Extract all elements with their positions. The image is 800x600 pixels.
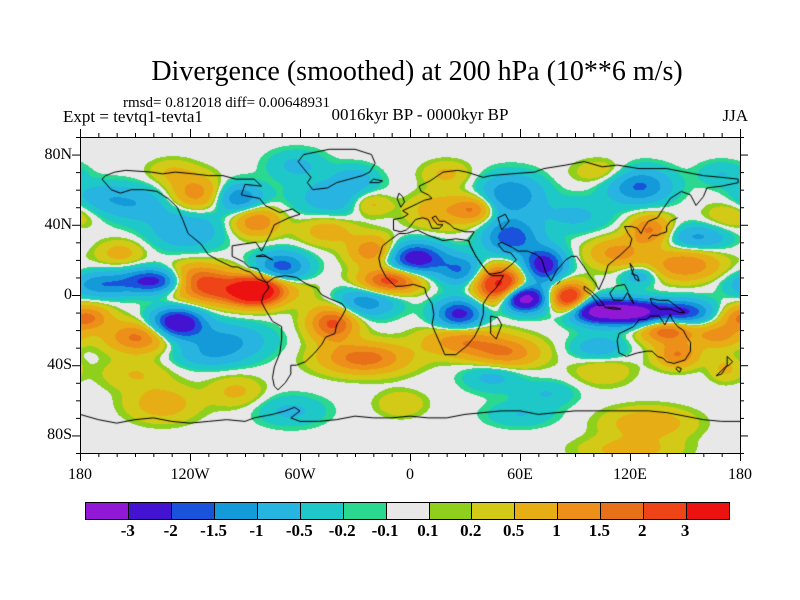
- colorbar-tick-label: 1.5: [588, 521, 611, 540]
- colorbar-segment: [471, 503, 515, 519]
- y-axis-tick-label: 40N: [44, 215, 72, 233]
- season-label: JJA: [722, 106, 748, 125]
- colorbar-segment: [213, 503, 257, 519]
- colorbar-tick-label: -0.2: [328, 521, 356, 540]
- x-axis-tick-label: 180: [728, 466, 752, 483]
- colorbar-tick-label: 2: [638, 521, 647, 540]
- y-axis-tick-label: 80N: [44, 145, 72, 163]
- colorbar-segment: [643, 503, 687, 519]
- colorbar-segment: [385, 503, 429, 519]
- x-axis-tick-label: 180: [68, 466, 92, 483]
- colorbar-segment: [557, 503, 601, 519]
- x-axis-tick-label: 0: [406, 466, 414, 483]
- colorbar-segment: [86, 503, 128, 519]
- colorbar-segment: [342, 503, 386, 519]
- colorbar-tick-label: -0.1: [371, 521, 399, 540]
- x-axis-tick-label: 120W: [170, 466, 210, 483]
- period-label: 0016kyr BP - 0000kyr BP: [331, 105, 509, 124]
- colorbar: [85, 502, 730, 520]
- y-axis-tick-label: 40S: [47, 356, 72, 374]
- colorbar-tick-label: 3: [680, 521, 690, 540]
- colorbar-tick-label: -0.5: [285, 521, 313, 540]
- colorbar-tick-label: -1: [249, 521, 264, 540]
- x-axis-tick-label: 60E: [507, 466, 533, 483]
- chart-title: Divergence (smoothed) at 200 hPa (10**6 …: [151, 56, 683, 87]
- experiment-label: Expt = tevtq1-tevta1: [63, 107, 203, 126]
- rmsd-diff-stats: rmsd= 0.812018 diff= 0.00648931: [123, 95, 331, 111]
- colorbar-tick-label: 0.1: [417, 521, 439, 540]
- colorbar-segment: [127, 503, 171, 519]
- colorbar-segment: [428, 503, 472, 519]
- colorbar-tick-label: 1: [552, 521, 561, 540]
- colorbar-segment: [514, 503, 558, 519]
- map-canvas: [80, 137, 740, 453]
- colorbar-segment: [686, 503, 730, 519]
- colorbar-tick-label: -2: [163, 521, 178, 540]
- colorbar-tick-label: -1.5: [200, 521, 228, 540]
- x-axis-tick-label: 120E: [613, 466, 647, 483]
- y-axis-tick-label: 80S: [47, 426, 72, 444]
- colorbar-tick-label: 0.5: [503, 521, 525, 540]
- colorbar-tick-label: 0.2: [460, 521, 482, 540]
- colorbar-tick-label: -3: [120, 521, 135, 540]
- colorbar-segment: [170, 503, 214, 519]
- colorbar-segment: [299, 503, 343, 519]
- y-axis-tick-label: 0: [64, 286, 72, 303]
- colorbar-segment: [600, 503, 644, 519]
- colorbar-segment: [256, 503, 300, 519]
- x-axis-tick-label: 60W: [284, 466, 316, 483]
